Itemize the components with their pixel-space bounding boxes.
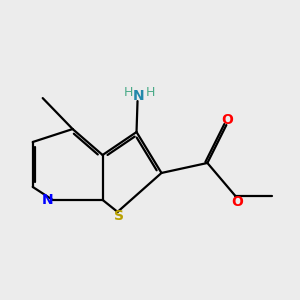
Text: O: O: [231, 195, 243, 209]
Text: O: O: [221, 113, 233, 127]
Text: N: N: [42, 193, 53, 207]
Text: N: N: [133, 89, 145, 103]
Text: H: H: [123, 85, 133, 99]
Text: H: H: [145, 85, 155, 99]
Text: S: S: [114, 209, 124, 223]
